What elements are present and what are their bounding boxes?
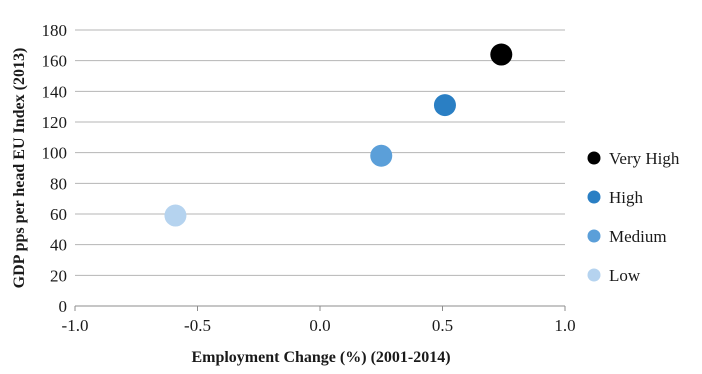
legend-marker-high [587, 190, 601, 204]
y-axis-title: GDP pps per head EU Index (2013) [11, 48, 28, 289]
legend-label: Low [609, 266, 641, 285]
x-tick-label: 0.0 [309, 316, 330, 335]
axes [74, 305, 566, 311]
data-point-low [164, 204, 187, 227]
x-tick-label: 0.5 [432, 316, 453, 335]
y-tick-label: 60 [50, 205, 67, 224]
x-axis-title: Employment Change (%) (2001-2014) [191, 349, 450, 366]
y-tick-label: 120 [42, 113, 68, 132]
x-tick-label: -1.0 [62, 316, 89, 335]
y-tick-label: 140 [42, 82, 68, 101]
legend-label: Very High [609, 149, 680, 168]
legend-label: High [609, 188, 644, 207]
legend-marker-medium [587, 229, 601, 243]
x-tick-label: -0.5 [184, 316, 211, 335]
y-tick-label: 160 [42, 52, 68, 71]
legend-marker-very-high [587, 151, 601, 165]
y-tick-label: 180 [42, 21, 68, 40]
y-tick-label: 20 [50, 266, 67, 285]
y-tick-label: 80 [50, 174, 67, 193]
y-tick-label: 40 [50, 236, 67, 255]
x-tick-label: 1.0 [554, 316, 575, 335]
legend: Very High High Medium Low [587, 149, 680, 285]
legend-label: Medium [609, 227, 667, 246]
y-tick-labels: 0 20 40 60 80 100 120 140 160 180 [42, 21, 68, 316]
data-point-very-high [490, 43, 513, 66]
legend-marker-low [587, 268, 601, 282]
y-tick-label: 0 [59, 297, 68, 316]
data-point-high [433, 94, 456, 117]
data-point-medium [370, 144, 393, 167]
y-tick-label: 100 [42, 144, 68, 163]
data-points [164, 43, 513, 227]
gridlines [75, 29, 565, 276]
x-tick-labels: -1.0 -0.5 0.0 0.5 1.0 [62, 316, 576, 335]
